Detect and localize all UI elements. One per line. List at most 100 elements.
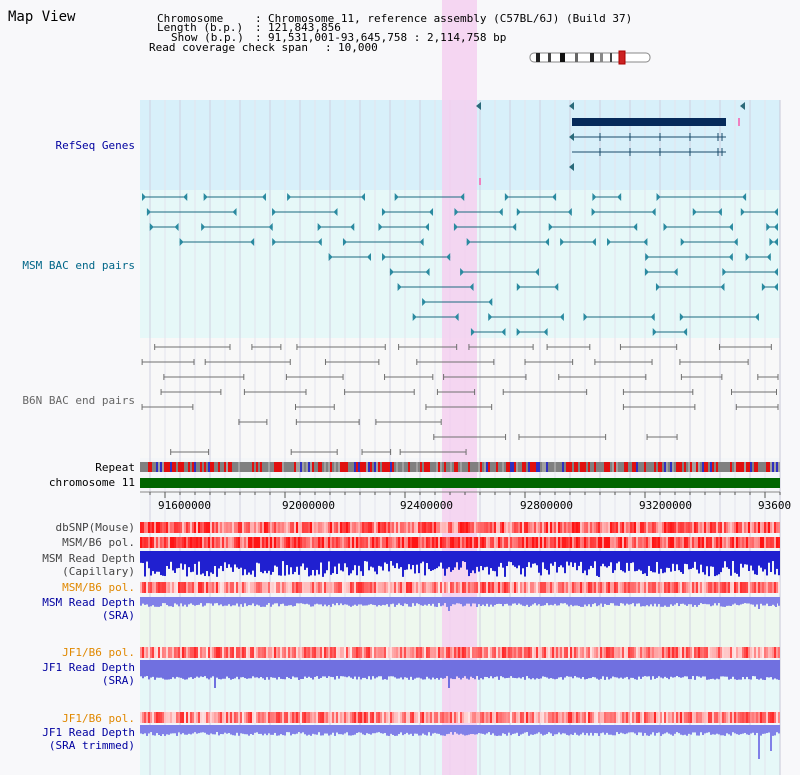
jf1-b6-pol-trim-label[interactable]: JF1/B6 pol. bbox=[62, 712, 135, 725]
depth-bar bbox=[212, 597, 214, 606]
repeat-element bbox=[756, 462, 758, 472]
selection-highlight[interactable] bbox=[442, 0, 477, 775]
msm-bac-track-label[interactable]: MSM BAC end pairs bbox=[22, 259, 135, 272]
heat-cell bbox=[666, 582, 668, 593]
chromosome-ideogram[interactable] bbox=[529, 50, 651, 65]
depth-bar bbox=[284, 660, 286, 680]
heat-cell bbox=[652, 712, 654, 723]
depth-bar bbox=[384, 551, 386, 563]
depth-bar bbox=[514, 597, 516, 604]
heat-cell bbox=[306, 647, 308, 658]
depth-bar bbox=[678, 725, 680, 734]
repeat-track-label[interactable]: Repeat bbox=[95, 461, 135, 474]
repeat-track[interactable] bbox=[140, 462, 780, 472]
repeat-element bbox=[568, 462, 570, 472]
heat-cell bbox=[160, 582, 162, 593]
heat-cell bbox=[224, 647, 226, 658]
repeat-element bbox=[604, 462, 606, 472]
depth-bar bbox=[572, 597, 574, 607]
jf1-read-depth-trim-label[interactable]: JF1 Read Depth bbox=[42, 726, 135, 739]
depth-bar bbox=[588, 660, 590, 679]
jf1-read-depth-sra-label[interactable]: JF1 Read Depth bbox=[42, 661, 135, 674]
depth-bar bbox=[504, 660, 506, 679]
depth-bar bbox=[378, 660, 380, 677]
msm-b6-pol-sra-label[interactable]: MSM/B6 pol. bbox=[62, 581, 135, 594]
heat-cell bbox=[662, 537, 664, 548]
bac-end bbox=[469, 283, 474, 291]
depth-bar bbox=[280, 725, 282, 735]
heat-cell bbox=[668, 522, 670, 533]
depth-bar bbox=[668, 597, 670, 607]
heat-cell bbox=[252, 647, 254, 658]
heat-cell bbox=[622, 582, 624, 593]
chromosome-track-label[interactable]: chromosome 11 bbox=[48, 476, 135, 489]
depth-bar bbox=[218, 551, 220, 569]
heat-cell bbox=[656, 712, 658, 723]
heat-cell bbox=[582, 712, 584, 723]
msm-read-depth-cap-label[interactable]: MSM Read Depth bbox=[42, 552, 135, 565]
depth-tracks[interactable] bbox=[140, 551, 780, 759]
heat-cell bbox=[426, 712, 428, 723]
depth-bar bbox=[736, 597, 738, 605]
depth-bar bbox=[520, 597, 522, 605]
depth-bar bbox=[512, 597, 514, 604]
depth-bar bbox=[514, 725, 516, 734]
heat-cell bbox=[362, 582, 364, 593]
msm-bac-features[interactable] bbox=[142, 193, 778, 336]
heatmap-tracks[interactable] bbox=[140, 522, 780, 723]
depth-bar bbox=[544, 660, 546, 677]
depth-bar bbox=[276, 725, 278, 736]
depth-bar bbox=[348, 725, 350, 736]
depth-bar bbox=[584, 660, 586, 680]
heat-cell bbox=[704, 537, 706, 548]
heat-cell bbox=[298, 647, 300, 658]
depth-bar bbox=[530, 597, 532, 606]
heat-cell bbox=[770, 537, 772, 548]
heat-cell bbox=[388, 537, 390, 548]
refseq-gene-features[interactable] bbox=[476, 102, 745, 185]
depth-bar bbox=[206, 660, 208, 679]
bac-end bbox=[261, 193, 266, 201]
depth-bar bbox=[390, 725, 392, 734]
depth-bar bbox=[174, 725, 176, 734]
msm-b6-pol-label[interactable]: MSM/B6 pol. bbox=[62, 536, 135, 549]
depth-bar bbox=[178, 725, 180, 733]
repeat-element bbox=[224, 462, 226, 472]
heat-cell bbox=[228, 647, 230, 658]
heat-cell bbox=[590, 522, 592, 533]
depth-bar bbox=[318, 551, 320, 575]
depth-bar bbox=[254, 725, 256, 733]
bac-end bbox=[425, 268, 430, 276]
heat-cell bbox=[620, 647, 622, 658]
heat-cell bbox=[198, 522, 200, 533]
msm-read-depth-sra-label[interactable]: MSM Read Depth bbox=[42, 596, 135, 609]
depth-bar bbox=[670, 725, 672, 735]
dbsnp-track-label[interactable]: dbSNP(Mouse) bbox=[55, 521, 135, 534]
heat-cell bbox=[732, 537, 734, 548]
depth-bar bbox=[300, 660, 302, 680]
depth-bar bbox=[674, 597, 676, 605]
heat-cell bbox=[602, 522, 604, 533]
heat-cell bbox=[560, 647, 562, 658]
refseq-track-label[interactable]: RefSeq Genes bbox=[55, 139, 135, 152]
depth-bar bbox=[286, 597, 288, 606]
heat-cell bbox=[580, 712, 582, 723]
depth-bar bbox=[328, 660, 330, 677]
heat-cell bbox=[756, 712, 758, 723]
depth-bar bbox=[766, 597, 768, 604]
depth-bar bbox=[708, 551, 710, 577]
depth-bar bbox=[552, 660, 554, 679]
b6n-bac-features[interactable] bbox=[141, 344, 779, 455]
depth-bar bbox=[252, 725, 254, 735]
heat-cell bbox=[678, 522, 680, 533]
depth-bar bbox=[778, 725, 780, 734]
bac-end bbox=[643, 238, 648, 246]
heat-cell bbox=[680, 647, 682, 658]
depth-bar bbox=[600, 725, 602, 734]
b6n-bac-track-label[interactable]: B6N BAC end pairs bbox=[22, 394, 135, 407]
jf1-b6-pol-label[interactable]: JF1/B6 pol. bbox=[62, 646, 135, 659]
depth-bar bbox=[348, 660, 350, 677]
heat-cell bbox=[560, 537, 562, 548]
chromosome-bar[interactable] bbox=[140, 478, 780, 488]
